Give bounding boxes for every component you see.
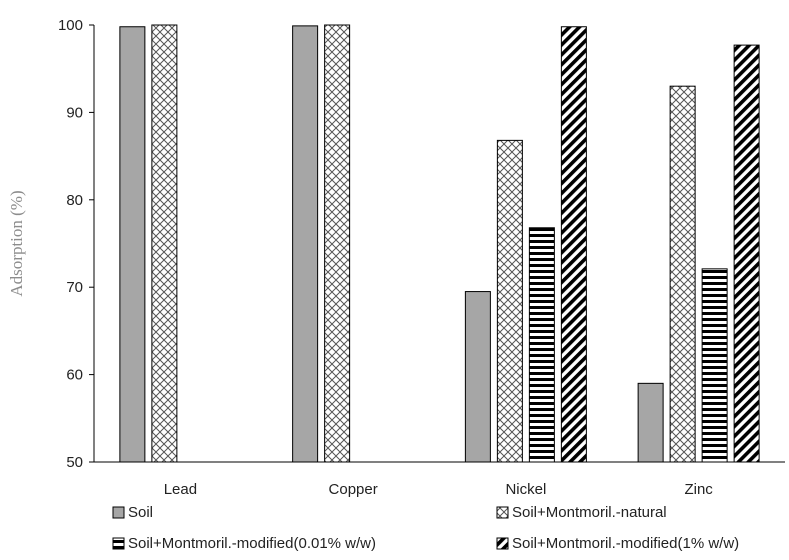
y-tick-label: 100 xyxy=(58,17,83,34)
x-tick-label: Copper xyxy=(329,481,378,498)
legend-label: Soil+Montmoril.-modified(1% w/w) xyxy=(512,535,739,552)
y-tick-label: 90 xyxy=(66,104,83,121)
bars xyxy=(119,24,760,463)
x-tick-label: Zinc xyxy=(684,481,713,498)
y-axis-label: Adsorption (%) xyxy=(7,190,26,296)
bar-copper-series-1 xyxy=(292,25,319,463)
legend: Soil Soil+Montmoril.-natural Soil+Montmori… xyxy=(112,504,739,552)
y-tick-label: 50 xyxy=(66,454,83,471)
bar-lead-series-1 xyxy=(119,26,146,463)
tick-labels: 50 60 70 80 90 100 Adsorption (%) Lead Copper Nic… xyxy=(7,17,713,498)
x-tick-label: Nickel xyxy=(505,481,546,498)
bar-nickel-series-1 xyxy=(464,291,491,463)
bar-zinc-series-1 xyxy=(637,382,664,463)
bar-nickel-series-3 xyxy=(528,227,555,463)
legend-swatch xyxy=(112,537,125,550)
y-tick-label: 60 xyxy=(66,367,83,384)
bar-lead-series-2 xyxy=(151,24,178,463)
x-tick-label: Lead xyxy=(164,481,197,498)
bar-zinc-series-3 xyxy=(701,268,728,463)
bar-copper-series-2 xyxy=(324,24,351,463)
legend-swatch xyxy=(112,506,125,519)
legend-swatch xyxy=(496,537,509,550)
y-tick-label: 80 xyxy=(66,192,83,209)
legend-label: Soil xyxy=(128,504,153,521)
legend-label: Soil+Montmoril.-natural xyxy=(512,504,667,521)
bar-zinc-series-2 xyxy=(669,85,696,463)
y-tick-label: 70 xyxy=(66,279,83,296)
legend-swatch xyxy=(496,506,509,519)
bar-zinc-series-4 xyxy=(733,44,760,463)
bar-nickel-series-2 xyxy=(496,139,523,463)
bar-nickel-series-4 xyxy=(560,26,587,463)
legend-label: Soil+Montmoril.-modified(0.01% w/w) xyxy=(128,535,376,552)
